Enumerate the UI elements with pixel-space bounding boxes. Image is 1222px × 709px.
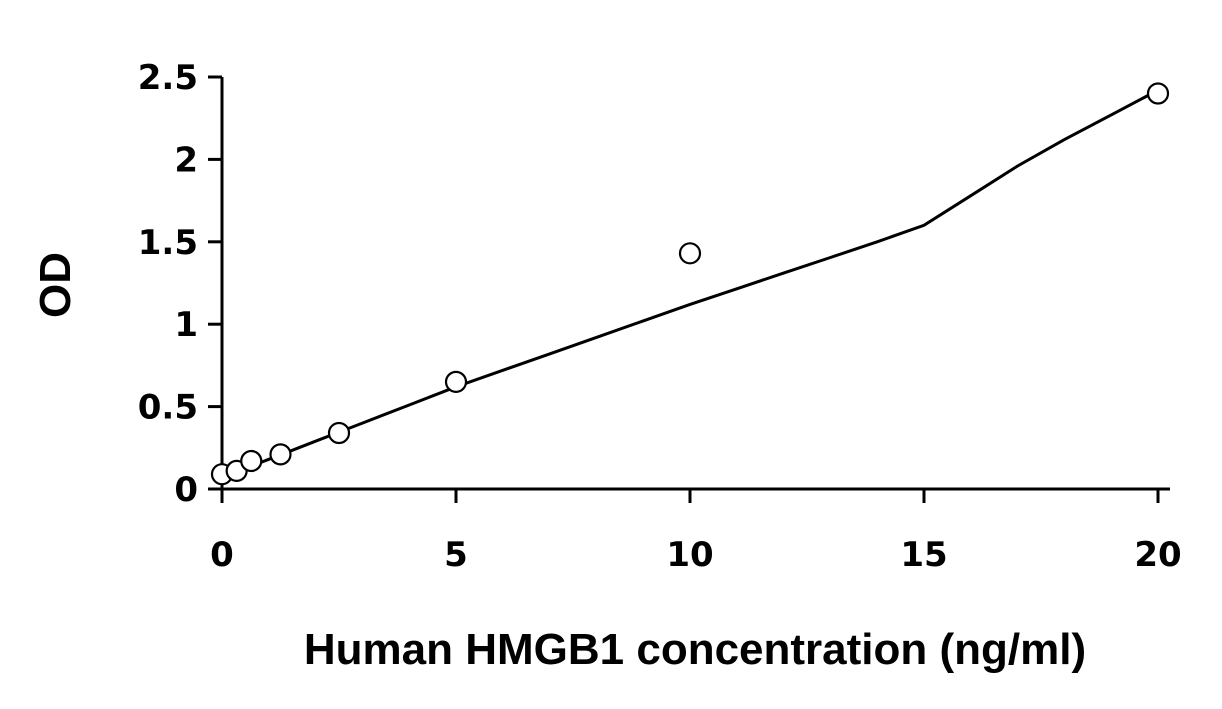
y-axis-title: OD [31, 252, 80, 318]
data-point [269, 443, 292, 466]
x-tick-label: 10 [666, 535, 713, 575]
x-tick-label: 15 [900, 535, 947, 575]
x-tick-label: 0 [210, 535, 234, 575]
x-tick-label: 20 [1134, 535, 1181, 575]
data-point [444, 370, 468, 393]
x-axis-title: Human HMGB1 concentration (ng/ml) [304, 625, 1086, 674]
data-point [327, 421, 351, 445]
y-tick-label: 1.5 [138, 223, 198, 263]
data-point [1146, 82, 1170, 105]
y-tick-label: 1 [174, 305, 198, 345]
y-tick-label: 0.5 [138, 388, 198, 428]
fit-curve [221, 88, 1159, 479]
data-point [678, 242, 702, 265]
y-tick-label: 2 [174, 140, 198, 180]
y-tick-label: 2.5 [138, 58, 198, 98]
plot-area: 0 0.5 1 1.5 2 2.5 0 5 10 15 20 [138, 58, 1182, 575]
x-tick-label: 5 [444, 535, 468, 575]
data-point [240, 449, 263, 473]
y-tick-label: 0 [174, 470, 198, 510]
